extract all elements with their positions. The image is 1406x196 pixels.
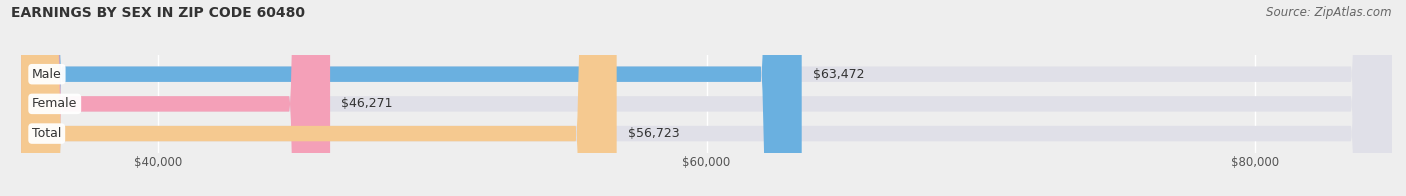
FancyBboxPatch shape	[21, 0, 1392, 196]
Text: $56,723: $56,723	[627, 127, 679, 140]
FancyBboxPatch shape	[21, 0, 1392, 196]
Text: Female: Female	[32, 97, 77, 110]
Text: $63,472: $63,472	[813, 68, 865, 81]
Text: Source: ZipAtlas.com: Source: ZipAtlas.com	[1267, 6, 1392, 19]
FancyBboxPatch shape	[21, 0, 801, 196]
FancyBboxPatch shape	[21, 0, 617, 196]
FancyBboxPatch shape	[21, 0, 330, 196]
Text: $46,271: $46,271	[342, 97, 392, 110]
FancyBboxPatch shape	[21, 0, 1392, 196]
Text: Total: Total	[32, 127, 62, 140]
Text: Male: Male	[32, 68, 62, 81]
Text: EARNINGS BY SEX IN ZIP CODE 60480: EARNINGS BY SEX IN ZIP CODE 60480	[11, 6, 305, 20]
